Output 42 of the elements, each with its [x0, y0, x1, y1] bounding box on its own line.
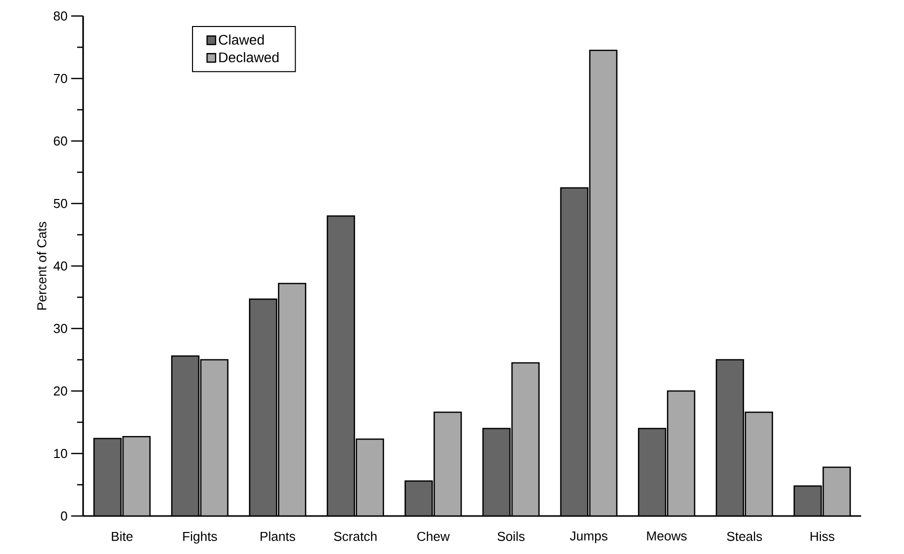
y-tick-label: 60 — [54, 136, 68, 146]
y-tick-label: 20 — [54, 386, 68, 396]
y-axis-title: Percent of Cats — [36, 222, 46, 310]
y-tick-label: 50 — [54, 198, 68, 208]
bar — [172, 356, 199, 516]
x-tick-label: Steals — [727, 531, 762, 541]
bar — [200, 360, 228, 516]
bar — [745, 412, 772, 516]
bar — [327, 216, 354, 516]
legend-label: Declawed — [219, 52, 278, 62]
x-tick-label: Meows — [647, 531, 687, 541]
bar — [94, 438, 122, 516]
bar — [512, 362, 539, 516]
bar — [483, 428, 510, 516]
bar — [250, 299, 277, 516]
y-tick-label: 70 — [54, 74, 68, 84]
x-tick-label: Plants — [260, 531, 296, 541]
bar — [356, 439, 384, 516]
bar — [716, 360, 744, 516]
bar — [405, 481, 432, 516]
bar — [822, 466, 851, 516]
bar — [668, 391, 695, 516]
x-tick-label: Jumps — [570, 531, 608, 544]
x-tick-label: Fights — [183, 531, 217, 544]
bar — [590, 50, 617, 516]
y-tick-label: 10 — [54, 448, 68, 458]
y-tick-label: 80 — [54, 11, 68, 21]
bar — [560, 188, 588, 516]
x-tick-label: Bite — [112, 531, 133, 541]
x-tick-label: Soils — [498, 531, 525, 541]
x-tick-label: Chew — [417, 531, 450, 541]
y-tick-label: 40 — [54, 261, 68, 271]
bar — [638, 428, 666, 516]
bar — [434, 412, 462, 516]
bar — [122, 436, 150, 516]
bar — [794, 485, 822, 516]
x-tick-label: Scratch — [334, 531, 377, 541]
bar — [278, 284, 306, 516]
y-tick-label: 30 — [54, 324, 68, 334]
legend-label: Clawed — [218, 34, 264, 45]
x-tick-label: Hiss — [810, 531, 834, 541]
y-tick-label: 0 — [60, 511, 68, 521]
